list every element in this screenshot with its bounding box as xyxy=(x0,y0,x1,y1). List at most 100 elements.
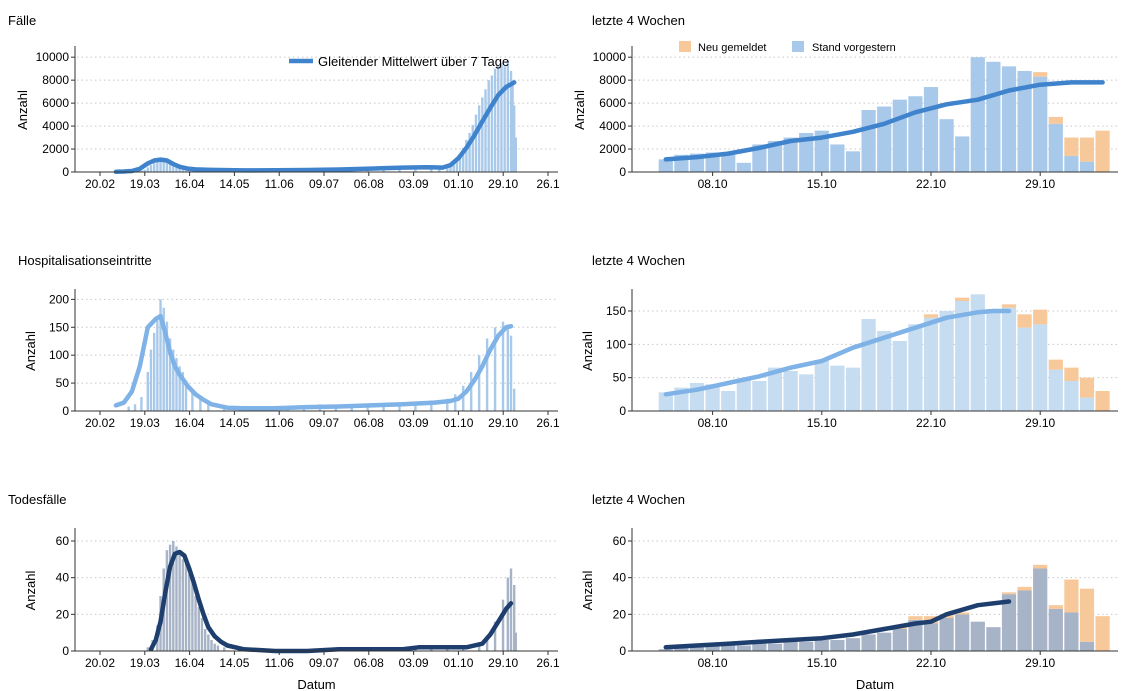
bar-stand-vorgestern xyxy=(799,132,814,172)
y-tick-label: 50 xyxy=(56,376,70,390)
legend-label: Stand vorgestern xyxy=(812,42,896,54)
bar-neu-gemeldet xyxy=(1064,137,1079,156)
bar-stand-vorgestern xyxy=(1079,641,1095,651)
data-bar xyxy=(501,321,505,411)
bar-stand-vorgestern xyxy=(1064,381,1079,411)
x-tick-label: 29.10 xyxy=(1025,656,1055,670)
x-tick-label: 29.10 xyxy=(1025,177,1055,191)
legend-swatch-neu-gemeldet xyxy=(679,41,691,52)
bar-stand-vorgestern xyxy=(923,623,939,651)
bar-stand-vorgestern xyxy=(939,119,954,172)
data-bar xyxy=(454,394,457,411)
x-tick-label: 26.1 xyxy=(536,656,560,670)
data-bar xyxy=(146,647,149,651)
data-bar xyxy=(398,168,401,172)
bar-neu-gemeldet xyxy=(1033,72,1048,77)
x-tick-label: 26.1 xyxy=(536,177,560,191)
data-bar xyxy=(512,105,516,172)
bar-stand-vorgestern xyxy=(1048,123,1063,172)
bar-stand-vorgestern xyxy=(752,144,767,172)
x-tick-label: 08.10 xyxy=(698,416,728,430)
y-tick-label: 20 xyxy=(613,607,627,621)
bar-neu-gemeldet xyxy=(1048,116,1063,124)
y-tick-label: 40 xyxy=(613,571,627,585)
data-bar xyxy=(446,398,449,411)
x-axis-label: Datum xyxy=(856,677,894,691)
bar-stand-vorgestern xyxy=(861,110,876,172)
x-tick-label: 16.04 xyxy=(175,656,205,670)
y-tick-label: 0 xyxy=(62,404,69,418)
data-bar xyxy=(184,380,188,411)
bar-stand-vorgestern xyxy=(767,141,783,172)
data-bar xyxy=(165,158,169,172)
x-tick-label: 19.03 xyxy=(130,177,160,191)
bar-stand-vorgestern xyxy=(845,638,861,651)
data-bar xyxy=(506,60,510,172)
bar-stand-vorgestern xyxy=(845,367,861,411)
data-bar xyxy=(140,170,143,172)
bar-neu-gemeldet xyxy=(955,297,970,301)
bar-stand-vorgestern xyxy=(892,341,907,411)
bar-stand-vorgestern xyxy=(830,640,845,651)
y-tick-label: 0 xyxy=(619,644,626,658)
bar-stand-vorgestern xyxy=(877,106,892,172)
bar-stand-vorgestern xyxy=(783,371,798,411)
data-bar xyxy=(465,139,468,172)
bar-stand-vorgestern xyxy=(1001,594,1017,651)
bar-stand-vorgestern xyxy=(892,99,907,172)
data-bar xyxy=(168,544,172,651)
data-bar xyxy=(175,546,178,651)
bar-stand-vorgestern xyxy=(721,154,736,172)
y-tick-label: 4000 xyxy=(42,119,69,133)
bar-stand-vorgestern xyxy=(1033,324,1048,411)
bar-stand-vorgestern xyxy=(752,643,767,651)
data-bar xyxy=(449,166,452,172)
y-tick-label: 60 xyxy=(56,534,70,548)
data-bar xyxy=(165,321,169,411)
bar-stand-vorgestern xyxy=(1048,369,1063,411)
x-tick-label: 08.10 xyxy=(698,656,728,670)
moving-average-line xyxy=(663,80,1105,162)
bar-neu-gemeldet xyxy=(1001,304,1017,308)
data-bar xyxy=(162,307,165,411)
y-tick-label: 8000 xyxy=(599,73,626,87)
x-tick-label: 29.10 xyxy=(488,416,518,430)
bar-stand-vorgestern xyxy=(783,641,798,651)
data-bar xyxy=(509,335,513,411)
x-tick-label: 14.05 xyxy=(219,177,249,191)
data-bar xyxy=(207,402,210,411)
panel-title: letzte 4 Wochen xyxy=(592,13,685,28)
x-tick-label: 09.07 xyxy=(309,416,339,430)
panel-title: Hospitalisationseintritte xyxy=(18,253,152,268)
y-tick-label: 100 xyxy=(49,348,69,362)
x-tick-label: 11.06 xyxy=(265,656,294,670)
bar-neu-gemeldet xyxy=(1064,579,1079,613)
x-tick-label: 19.03 xyxy=(130,416,160,430)
data-bar xyxy=(188,574,191,651)
bar-stand-vorgestern xyxy=(767,643,783,651)
x-tick-label: 15.10 xyxy=(807,177,837,191)
bar-stand-vorgestern xyxy=(1017,70,1032,172)
bar-stand-vorgestern xyxy=(845,151,861,172)
x-tick-label: 08.10 xyxy=(698,177,728,191)
y-axis-label: Anzahl xyxy=(15,90,30,130)
data-bar xyxy=(493,621,497,651)
bar-stand-vorgestern xyxy=(1079,161,1095,172)
data-bar xyxy=(469,371,473,411)
bar-stand-vorgestern xyxy=(986,627,1001,651)
data-bar xyxy=(514,137,517,172)
bar-stand-vorgestern xyxy=(908,619,923,651)
x-tick-label: 06.08 xyxy=(354,656,384,670)
data-bar xyxy=(143,169,146,172)
y-axis-label: Anzahl xyxy=(580,331,595,371)
data-bar xyxy=(159,158,162,172)
bar-stand-vorgestern xyxy=(799,641,814,651)
data-bar xyxy=(477,355,481,411)
data-bar xyxy=(497,65,500,172)
data-bar xyxy=(485,338,489,411)
data-bar xyxy=(146,371,149,411)
y-axis-label: Anzahl xyxy=(23,331,38,371)
x-tick-label: 20.02 xyxy=(85,177,115,191)
moving-average-line xyxy=(148,549,514,654)
bar-stand-vorgestern xyxy=(877,632,892,651)
